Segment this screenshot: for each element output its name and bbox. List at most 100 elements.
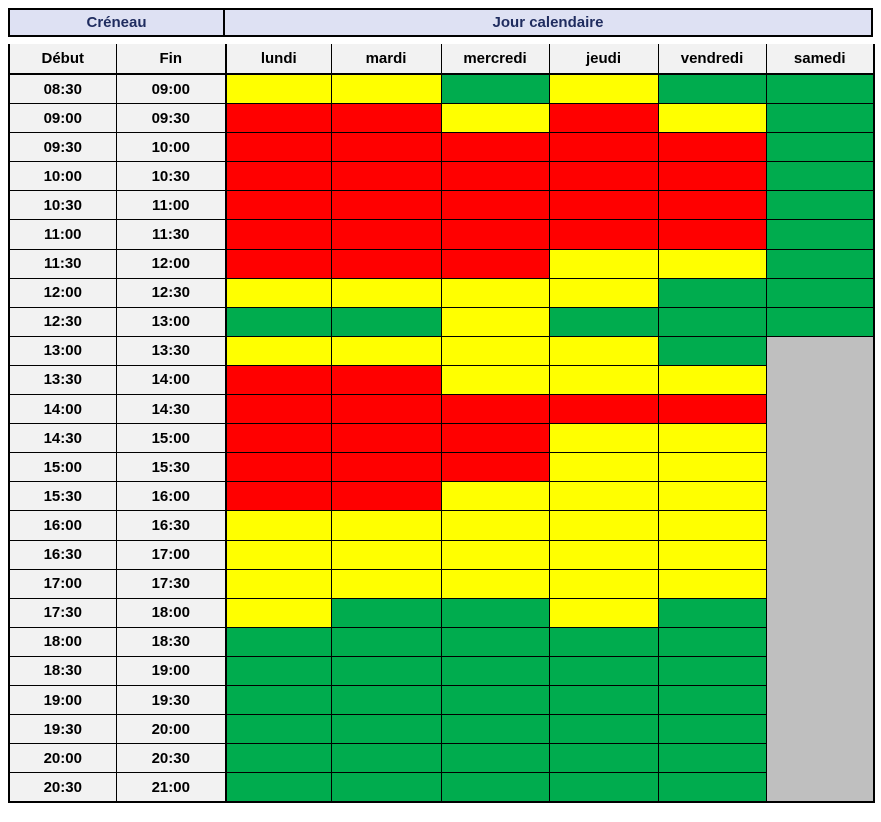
slot-mercredi-19h00[interactable] (440, 684, 550, 716)
slot-lundi-09h30[interactable] (225, 132, 332, 163)
slot-samedi-unavailable-block[interactable] (765, 335, 875, 804)
slot-jeudi-16h30[interactable] (548, 539, 659, 570)
slot-lundi-12h30[interactable] (225, 306, 332, 337)
slot-mardi-12h00[interactable] (330, 277, 442, 308)
slot-vendredi-16h00[interactable] (657, 510, 767, 541)
slot-samedi-12h30[interactable] (765, 306, 875, 337)
slot-mercredi-20h30[interactable] (440, 772, 550, 804)
slot-mardi-15h00[interactable] (330, 452, 442, 483)
slot-mercredi-13h30[interactable] (440, 364, 550, 396)
slot-mardi-16h30[interactable] (330, 539, 442, 570)
slot-jeudi-20h30[interactable] (548, 772, 659, 804)
slot-mercredi-14h00[interactable] (440, 394, 550, 425)
slot-jeudi-11h00[interactable] (548, 219, 659, 250)
slot-mardi-20h00[interactable] (330, 743, 442, 774)
slot-vendredi-19h00[interactable] (657, 684, 767, 716)
slot-samedi-10h30[interactable] (765, 190, 875, 221)
slot-jeudi-18h00[interactable] (548, 626, 659, 657)
slot-vendredi-18h30[interactable] (657, 655, 767, 686)
slot-mercredi-10h00[interactable] (440, 161, 550, 192)
slot-mercredi-16h30[interactable] (440, 539, 550, 570)
slot-samedi-11h30[interactable] (765, 248, 875, 279)
slot-jeudi-10h00[interactable] (548, 161, 659, 192)
slot-mardi-11h00[interactable] (330, 219, 442, 250)
slot-samedi-12h00[interactable] (765, 277, 875, 308)
slot-vendredi-11h30[interactable] (657, 248, 767, 279)
slot-jeudi-14h30[interactable] (548, 423, 659, 454)
slot-vendredi-15h30[interactable] (657, 481, 767, 512)
slot-jeudi-17h30[interactable] (548, 597, 659, 628)
slot-jeudi-19h00[interactable] (548, 684, 659, 716)
slot-vendredi-15h00[interactable] (657, 452, 767, 483)
slot-jeudi-13h30[interactable] (548, 364, 659, 396)
slot-mardi-13h00[interactable] (330, 335, 442, 366)
slot-lundi-12h00[interactable] (225, 277, 332, 308)
slot-lundi-11h30[interactable] (225, 248, 332, 279)
slot-mardi-13h30[interactable] (330, 364, 442, 396)
slot-mardi-19h00[interactable] (330, 684, 442, 716)
slot-mercredi-09h00[interactable] (440, 103, 550, 134)
slot-lundi-14h30[interactable] (225, 423, 332, 454)
slot-lundi-18h00[interactable] (225, 626, 332, 657)
slot-lundi-20h30[interactable] (225, 772, 332, 804)
slot-vendredi-09h30[interactable] (657, 132, 767, 163)
slot-mardi-11h30[interactable] (330, 248, 442, 279)
slot-jeudi-13h00[interactable] (548, 335, 659, 366)
slot-jeudi-15h00[interactable] (548, 452, 659, 483)
slot-mercredi-14h30[interactable] (440, 423, 550, 454)
slot-vendredi-13h30[interactable] (657, 364, 767, 396)
slot-mercredi-11h00[interactable] (440, 219, 550, 250)
slot-jeudi-20h00[interactable] (548, 743, 659, 774)
slot-mardi-18h30[interactable] (330, 655, 442, 686)
slot-vendredi-14h00[interactable] (657, 394, 767, 425)
slot-lundi-13h00[interactable] (225, 335, 332, 366)
slot-mercredi-18h00[interactable] (440, 626, 550, 657)
slot-mercredi-17h30[interactable] (440, 597, 550, 628)
slot-vendredi-12h00[interactable] (657, 277, 767, 308)
slot-jeudi-18h30[interactable] (548, 655, 659, 686)
slot-vendredi-08h30[interactable] (657, 73, 767, 105)
slot-jeudi-09h30[interactable] (548, 132, 659, 163)
slot-mercredi-18h30[interactable] (440, 655, 550, 686)
slot-jeudi-19h30[interactable] (548, 714, 659, 745)
slot-vendredi-20h30[interactable] (657, 772, 767, 804)
slot-jeudi-11h30[interactable] (548, 248, 659, 279)
slot-samedi-11h00[interactable] (765, 219, 875, 250)
slot-mardi-14h00[interactable] (330, 394, 442, 425)
slot-mercredi-12h30[interactable] (440, 306, 550, 337)
slot-mercredi-15h30[interactable] (440, 481, 550, 512)
slot-jeudi-17h00[interactable] (548, 568, 659, 599)
slot-lundi-15h30[interactable] (225, 481, 332, 512)
slot-mardi-14h30[interactable] (330, 423, 442, 454)
slot-lundi-17h30[interactable] (225, 597, 332, 628)
slot-mardi-19h30[interactable] (330, 714, 442, 745)
slot-lundi-14h00[interactable] (225, 394, 332, 425)
slot-mardi-18h00[interactable] (330, 626, 442, 657)
slot-vendredi-10h00[interactable] (657, 161, 767, 192)
slot-jeudi-09h00[interactable] (548, 103, 659, 134)
slot-jeudi-12h00[interactable] (548, 277, 659, 308)
slot-jeudi-14h00[interactable] (548, 394, 659, 425)
slot-lundi-17h00[interactable] (225, 568, 332, 599)
slot-vendredi-09h00[interactable] (657, 103, 767, 134)
slot-vendredi-17h00[interactable] (657, 568, 767, 599)
slot-samedi-09h30[interactable] (765, 132, 875, 163)
slot-lundi-11h00[interactable] (225, 219, 332, 250)
slot-jeudi-08h30[interactable] (548, 73, 659, 105)
slot-lundi-08h30[interactable] (225, 73, 332, 105)
slot-mardi-15h30[interactable] (330, 481, 442, 512)
slot-vendredi-20h00[interactable] (657, 743, 767, 774)
slot-lundi-09h00[interactable] (225, 103, 332, 134)
slot-mercredi-19h30[interactable] (440, 714, 550, 745)
slot-lundi-16h30[interactable] (225, 539, 332, 570)
slot-lundi-19h00[interactable] (225, 684, 332, 716)
slot-mardi-12h30[interactable] (330, 306, 442, 337)
slot-mardi-10h30[interactable] (330, 190, 442, 221)
slot-mercredi-17h00[interactable] (440, 568, 550, 599)
slot-samedi-09h00[interactable] (765, 103, 875, 134)
slot-vendredi-10h30[interactable] (657, 190, 767, 221)
slot-lundi-18h30[interactable] (225, 655, 332, 686)
slot-mardi-16h00[interactable] (330, 510, 442, 541)
slot-mercredi-10h30[interactable] (440, 190, 550, 221)
slot-lundi-20h00[interactable] (225, 743, 332, 774)
